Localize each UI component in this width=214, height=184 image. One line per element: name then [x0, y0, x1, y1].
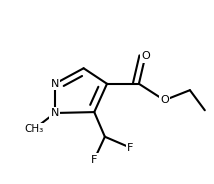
Text: N: N — [51, 79, 59, 89]
Text: O: O — [141, 51, 150, 61]
Text: N: N — [51, 108, 59, 118]
Text: CH₃: CH₃ — [24, 124, 43, 135]
Text: O: O — [160, 95, 169, 105]
Text: F: F — [91, 155, 97, 164]
Text: F: F — [127, 143, 134, 153]
